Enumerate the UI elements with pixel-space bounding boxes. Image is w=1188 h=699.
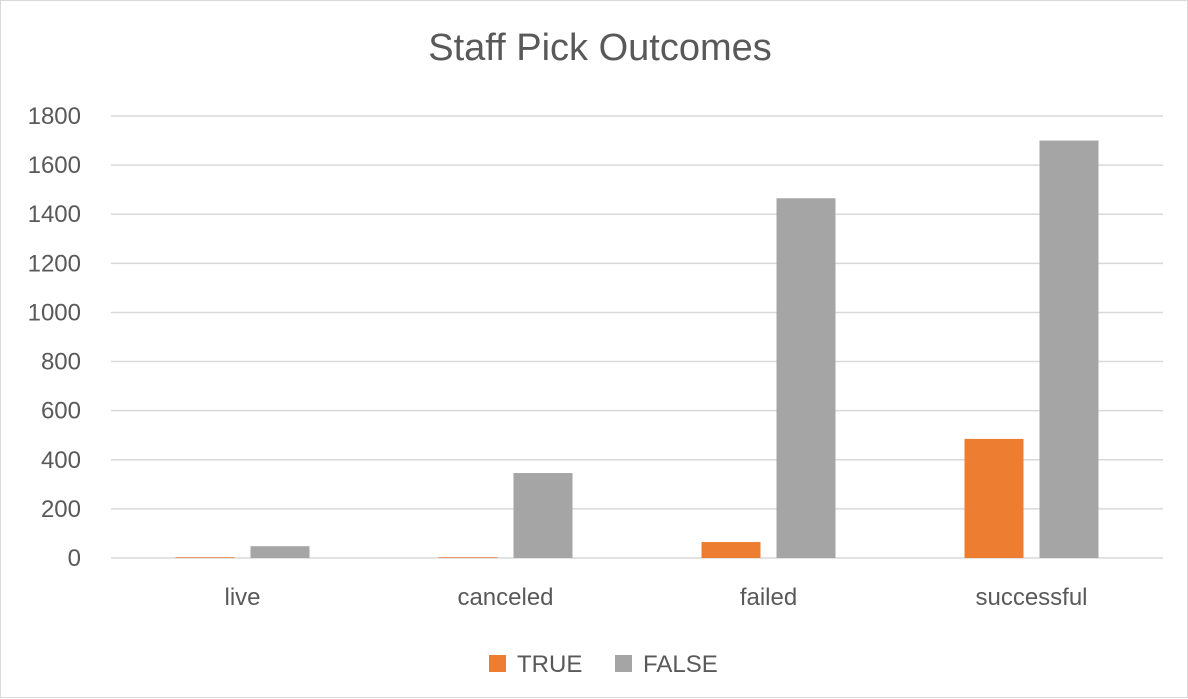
y-tick-label: 1200 bbox=[28, 250, 81, 277]
y-tick-label: 800 bbox=[41, 349, 81, 376]
bar-false-failed bbox=[776, 198, 836, 558]
legend-label-false: FALSE bbox=[643, 651, 718, 678]
bar-true-successful bbox=[964, 438, 1024, 558]
y-tick-label: 400 bbox=[41, 447, 81, 474]
y-axis-ticks: 0 200 400 600 800 1000 1200 1400 1600 1800 bbox=[28, 103, 81, 572]
bar-false-successful bbox=[1039, 140, 1099, 559]
bar-true-failed bbox=[701, 542, 761, 558]
bar-true-live bbox=[175, 557, 235, 558]
y-tick-label: 600 bbox=[41, 398, 81, 425]
x-category-label: failed bbox=[740, 584, 797, 611]
x-category-label: successful bbox=[975, 584, 1087, 611]
legend-swatch-true bbox=[489, 655, 506, 672]
x-category-label: canceled bbox=[457, 584, 553, 611]
y-tick-label: 1800 bbox=[28, 103, 81, 130]
y-tick-label: 1600 bbox=[28, 152, 81, 179]
y-tick-label: 0 bbox=[68, 545, 81, 572]
gridlines bbox=[111, 115, 1163, 559]
bar-false-live bbox=[250, 546, 310, 558]
x-axis-categories: live canceled failed successful bbox=[224, 584, 1087, 611]
bar-false-canceled bbox=[513, 473, 573, 558]
y-tick-label: 200 bbox=[41, 496, 81, 523]
y-tick-label: 1000 bbox=[28, 299, 81, 326]
legend-swatch-false bbox=[615, 655, 632, 672]
legend-label-true: TRUE bbox=[517, 651, 582, 678]
bars bbox=[175, 140, 1099, 559]
legend: TRUE FALSE bbox=[489, 651, 718, 678]
x-category-label: live bbox=[224, 584, 260, 611]
chart-title: Staff Pick Outcomes bbox=[428, 27, 772, 69]
y-tick-label: 1400 bbox=[28, 201, 81, 228]
bar-true-canceled bbox=[438, 557, 498, 558]
